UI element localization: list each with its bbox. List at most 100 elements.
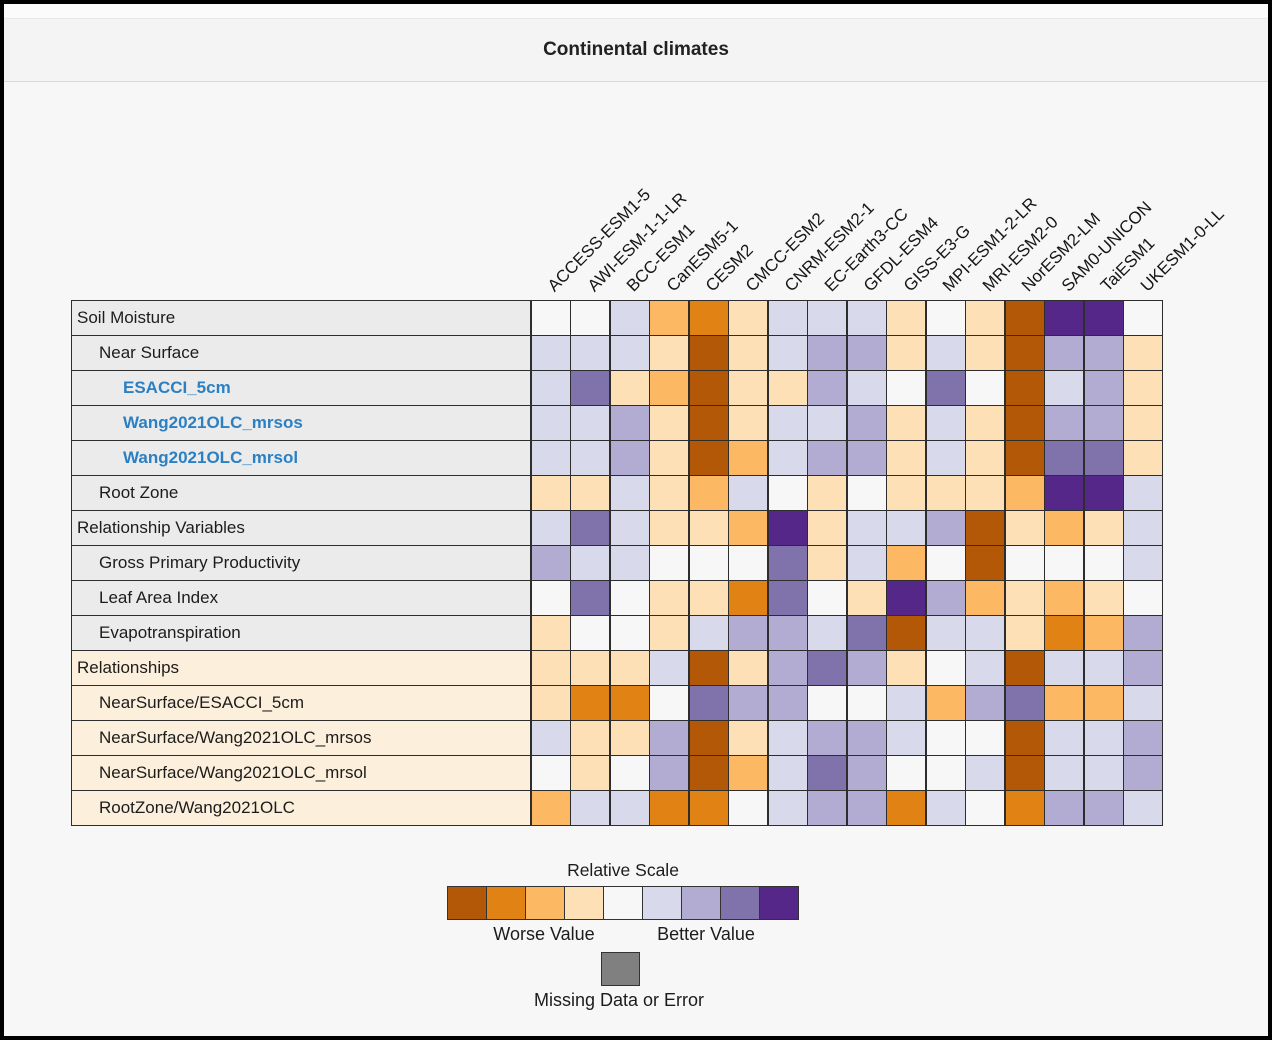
row-label: NearSurface/Wang2021OLC_mrsol: [72, 756, 530, 790]
heatmap-cell: [610, 721, 649, 755]
heatmap-cell: [1084, 476, 1123, 510]
heatmap-cell: [1084, 546, 1123, 580]
heatmap-cell: [1045, 686, 1083, 720]
heatmap-cell: [689, 546, 728, 580]
heatmap-cell: [531, 546, 570, 580]
heatmap-cell: [729, 616, 767, 650]
heatmap-cell: [768, 546, 807, 580]
heatmap-cell: [847, 371, 886, 405]
heatmap-cell: [926, 791, 965, 825]
row-label[interactable]: Wang2021OLC_mrsol: [72, 441, 530, 475]
row-label: Soil Moisture: [72, 301, 530, 335]
heatmap-cell: [808, 651, 846, 685]
heatmap-cell: [650, 651, 688, 685]
heatmap-cell: [1045, 511, 1083, 545]
heatmap-cell: [808, 511, 846, 545]
heatmap-cell: [808, 336, 846, 370]
heatmap-cell: [887, 546, 925, 580]
heatmap-cell: [1005, 336, 1044, 370]
heatmap-cell: [689, 791, 728, 825]
heatmap-cell: [650, 756, 688, 790]
heatmap-cell: [808, 546, 846, 580]
heatmap-cell: [531, 371, 570, 405]
heatmap-cell: [650, 791, 688, 825]
heatmap-cell: [887, 686, 925, 720]
heatmap-cell: [847, 476, 886, 510]
heatmap-cell: [768, 301, 807, 335]
row-label-text: Soil Moisture: [77, 307, 176, 327]
heatmap-cell: [689, 371, 728, 405]
heatmap-cell: [571, 546, 609, 580]
heatmap-cell: [847, 406, 886, 440]
heatmap-cell: [610, 441, 649, 475]
heatmap-cell: [1045, 791, 1083, 825]
legend-worse-label: Worse Value: [493, 924, 595, 944]
row-label: NearSurface/Wang2021OLC_mrsos: [72, 721, 530, 755]
heatmap-cell: [1005, 371, 1044, 405]
heatmap-cell: [610, 371, 649, 405]
heatmap-cell: [926, 406, 965, 440]
heatmap-cell: [966, 721, 1004, 755]
heatmap-cell: [571, 686, 609, 720]
heatmap-cell: [1005, 756, 1044, 790]
heatmap-cell: [650, 581, 688, 615]
row-label-text: Wang2021OLC_mrsol: [123, 447, 299, 467]
heatmap-cell: [571, 441, 609, 475]
heatmap-cell: [887, 756, 925, 790]
heatmap-cell: [689, 406, 728, 440]
heatmap-cell: [531, 756, 570, 790]
heatmap-cell: [768, 721, 807, 755]
heatmap-cell: [847, 756, 886, 790]
heatmap-cell: [847, 721, 886, 755]
heatmap-cell: [610, 581, 649, 615]
row-label: Root Zone: [72, 476, 530, 510]
heatmap-cell: [1084, 686, 1123, 720]
heatmap-cell: [926, 441, 965, 475]
heatmap-cell: [966, 581, 1004, 615]
row-label-text: NearSurface/Wang2021OLC_mrsol: [99, 762, 367, 782]
heatmap-cell: [1124, 756, 1162, 790]
heatmap-cell: [966, 371, 1004, 405]
heatmap-cell: [1124, 371, 1162, 405]
heatmap-cell: [1124, 721, 1162, 755]
legend-swatch: [448, 887, 486, 919]
heatmap-cell: [571, 336, 609, 370]
heatmap-cell: [808, 616, 846, 650]
legend-missing-label: Missing Data or Error: [533, 990, 705, 1010]
heatmap-cell: [887, 616, 925, 650]
heatmap-cell: [531, 336, 570, 370]
heatmap-cell: [571, 721, 609, 755]
legend-colorbar: [447, 886, 799, 920]
heatmap-cell: [768, 511, 807, 545]
heatmap-cell: [926, 476, 965, 510]
heatmap-cell: [847, 511, 886, 545]
row-label-text: Wang2021OLC_mrsos: [123, 412, 303, 432]
heatmap-cell: [847, 686, 886, 720]
row-label[interactable]: Wang2021OLC_mrsos: [72, 406, 530, 440]
heatmap-cell: [650, 546, 688, 580]
heatmap-cell: [1084, 791, 1123, 825]
row-label-text: Near Surface: [99, 342, 200, 362]
heatmap-cell: [729, 511, 767, 545]
row-label[interactable]: ESACCI_5cm: [72, 371, 530, 405]
heatmap-cell: [847, 651, 886, 685]
heatmap-cell: [610, 406, 649, 440]
heatmap-cell: [847, 546, 886, 580]
heatmap-cell: [887, 651, 925, 685]
heatmap-cell: [1084, 756, 1123, 790]
heatmap-cell: [650, 406, 688, 440]
heatmap-cell: [1084, 441, 1123, 475]
row-label: Relationship Variables: [72, 511, 530, 545]
heatmap-cell: [729, 476, 767, 510]
heatmap-cell: [808, 371, 846, 405]
heatmap-cell: [729, 406, 767, 440]
heatmap-cell: [1124, 686, 1162, 720]
row-label-text: Leaf Area Index: [99, 587, 219, 607]
heatmap-cell: [1124, 616, 1162, 650]
heatmap-cell: [531, 616, 570, 650]
heatmap-cell: [729, 336, 767, 370]
heatmap-cell: [729, 791, 767, 825]
heatmap-cell: [887, 441, 925, 475]
heatmap-cell: [650, 441, 688, 475]
row-label-text: Root Zone: [99, 482, 179, 502]
